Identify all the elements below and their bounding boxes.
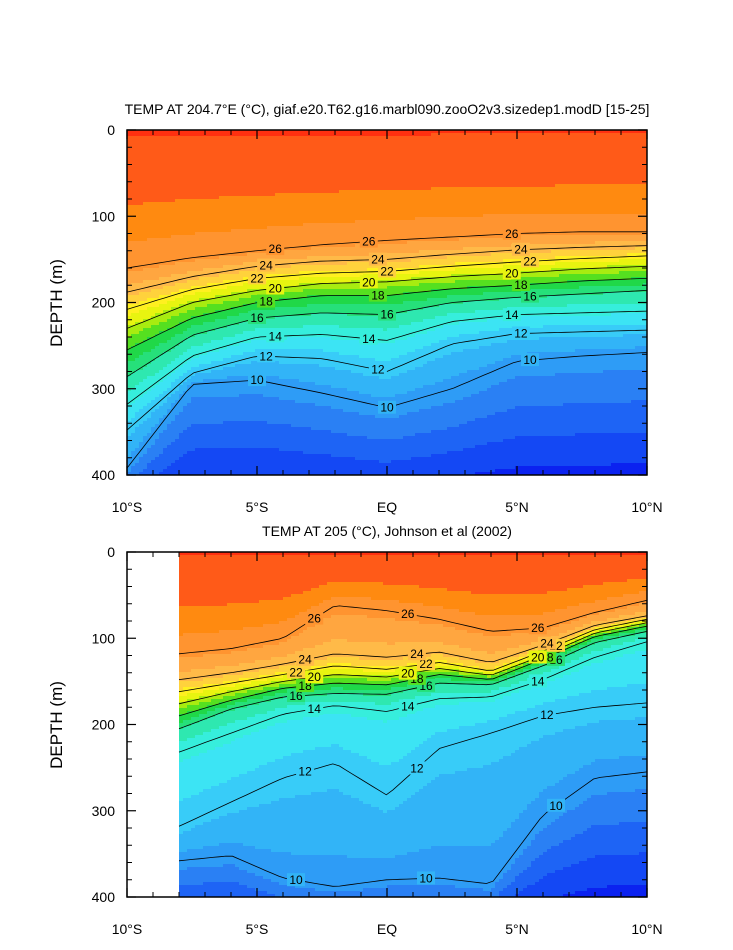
x-tick-label: 10°N [631,499,662,515]
contour-label-24: 24 [371,253,385,267]
contour-label-12: 12 [371,363,385,377]
contour-label-10: 10 [289,873,303,887]
contour-label-26: 26 [308,612,322,626]
panel-top-ylabel: DEPTH (m) [47,259,66,347]
panel-top: TEMP AT 204.7°E (°C), giaf.e20.T62.g16.m… [47,101,663,515]
contour-label-20: 20 [505,266,519,280]
y-tick-label: 400 [92,889,116,905]
contour-label-12: 12 [540,708,554,722]
contour-label-12: 12 [259,349,273,363]
contour-label-26: 26 [269,242,283,256]
contour-label-26: 26 [362,235,376,249]
y-tick-label: 300 [92,381,116,397]
contour-label-12: 12 [298,765,312,779]
contour-label-24: 24 [514,243,528,257]
x-tick-label: 5°N [505,921,529,937]
contour-label-14: 14 [362,332,376,346]
x-tick-label: 5°S [246,499,269,515]
panel-bottom-filled-contours [179,552,648,898]
y-tick-label: 0 [107,544,115,560]
contour-label-12: 12 [514,326,528,340]
x-tick-label: 5°N [505,499,529,515]
x-tick-label: EQ [377,921,397,937]
x-tick-label: 10°S [112,921,143,937]
y-tick-label: 100 [92,208,116,224]
contour-label-14: 14 [531,674,545,688]
panel-bottom-ylabel: DEPTH (m) [47,681,66,769]
contour-label-20: 20 [269,281,283,295]
contour-label-18: 18 [259,295,273,309]
contour-label-14: 14 [269,329,283,343]
contour-label-20: 20 [401,667,415,681]
contour-label-10: 10 [250,373,264,387]
x-tick-label: 10°S [112,499,143,515]
contour-label-10: 10 [549,799,563,813]
contour-label-24: 24 [540,637,554,651]
contour-label-14: 14 [401,699,415,713]
contour-label-22: 22 [289,665,303,679]
contour-label-20: 20 [308,670,322,684]
x-tick-label: 10°N [631,921,662,937]
contour-label-12: 12 [410,761,424,775]
panel-top-filled-contours [127,130,648,476]
contour-label-10: 10 [380,401,394,415]
y-tick-label: 200 [92,295,116,311]
panel-bottom-title: TEMP AT 205 (°C), Johnson et al (2002) [262,523,512,539]
y-tick-label: 300 [92,803,116,819]
panel-bottom: TEMP AT 205 (°C), Johnson et al (2002) 1… [47,523,663,937]
contour-label-22: 22 [250,271,264,285]
contour-label-14: 14 [308,702,322,716]
contour-label-14: 14 [505,308,519,322]
contour-label-26: 26 [531,621,545,635]
panel-top-title: TEMP AT 204.7°E (°C), giaf.e20.T62.g16.m… [125,101,650,117]
contour-label-18: 18 [371,289,385,303]
y-tick-label: 100 [92,630,116,646]
contour-label-20: 20 [531,650,545,664]
y-tick-label: 0 [107,122,115,138]
contour-label-16: 16 [250,311,264,325]
contour-label-10: 10 [419,871,433,885]
contour-label-24: 24 [259,259,273,273]
contour-label-26: 26 [401,607,415,621]
contour-label-26: 26 [505,227,519,241]
y-tick-label: 200 [92,717,116,733]
contour-label-16: 16 [380,308,394,322]
y-tick-label: 400 [92,467,116,483]
contour-label-24: 24 [410,647,424,661]
x-tick-label: 5°S [246,921,269,937]
contour-label-20: 20 [362,275,376,289]
x-tick-label: EQ [377,499,397,515]
contour-label-10: 10 [523,353,537,367]
contour-label-24: 24 [298,653,312,667]
